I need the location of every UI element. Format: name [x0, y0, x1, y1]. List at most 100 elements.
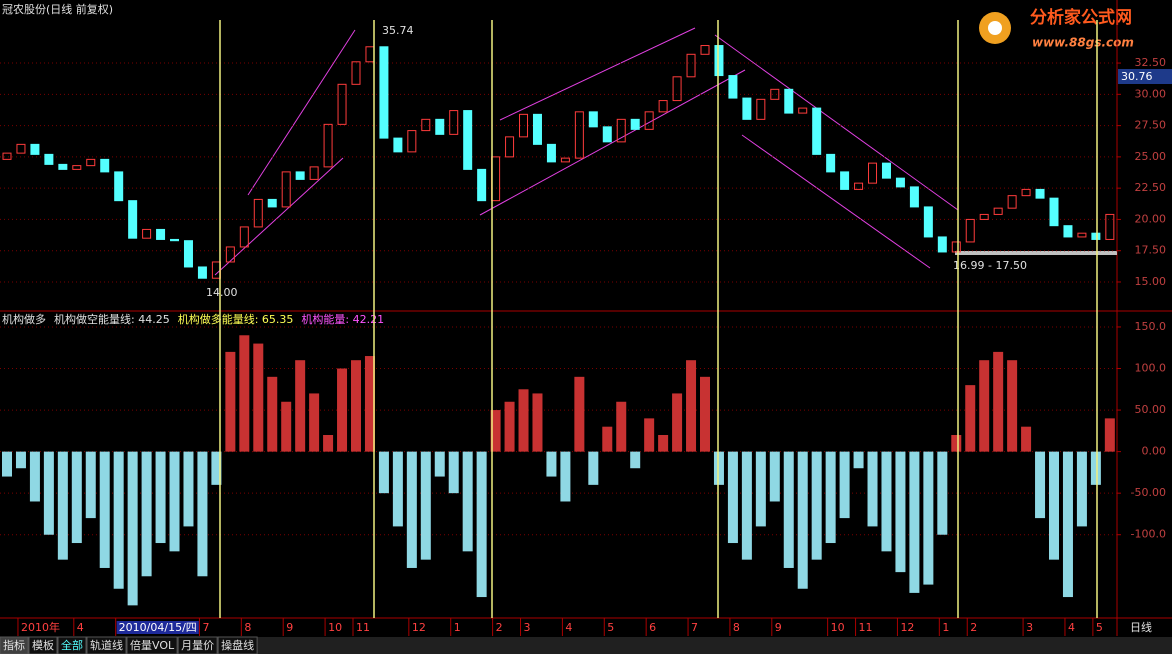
- range-bar: [955, 251, 1117, 255]
- bar: [546, 451, 557, 477]
- candle: [1021, 188, 1031, 197]
- candle: [881, 162, 891, 179]
- tab[interactable]: 轨道线: [86, 636, 127, 654]
- bar: [881, 451, 892, 552]
- y-tick-label: 22.50: [1135, 181, 1167, 194]
- x-tick-label: 3: [1026, 621, 1033, 634]
- bar: [351, 360, 361, 452]
- y-tick-label: -50.00: [1131, 486, 1166, 499]
- y-tick-label: -100.0: [1131, 528, 1166, 541]
- bar: [392, 451, 403, 527]
- tab-bar: [0, 637, 1172, 654]
- tab-bg: [0, 636, 29, 654]
- x-tick-label: 12: [412, 621, 426, 634]
- candle: [909, 186, 919, 208]
- last-price-box: [1118, 69, 1172, 84]
- candle: [784, 88, 794, 114]
- tab[interactable]: 操盘线: [217, 636, 258, 654]
- candle: [951, 241, 961, 253]
- tab-label: 指标: [3, 638, 25, 652]
- candle: [812, 107, 822, 155]
- candle: [546, 143, 556, 163]
- bar: [476, 451, 487, 598]
- tab[interactable]: 模板: [28, 636, 58, 654]
- bar: [113, 451, 124, 589]
- x-tick-label: 7: [691, 621, 698, 634]
- bar: [574, 376, 585, 452]
- trend-line: [479, 69, 746, 216]
- bar: [211, 451, 222, 485]
- candle: [128, 200, 138, 239]
- tab[interactable]: 全部: [57, 636, 87, 654]
- bar: [281, 401, 292, 452]
- tab-label: 全部: [61, 638, 83, 652]
- candle: [100, 158, 110, 173]
- bar: [993, 351, 1004, 452]
- bar: [406, 451, 417, 568]
- bar: [323, 434, 334, 452]
- trend-line: [247, 29, 356, 196]
- x-tick-label: 8: [244, 621, 251, 634]
- bar: [253, 343, 264, 452]
- candle: [477, 168, 487, 202]
- tab-bg: [217, 636, 258, 654]
- bar: [602, 426, 613, 452]
- candle: [1049, 197, 1059, 227]
- candle: [1077, 232, 1087, 238]
- tab-bg: [28, 636, 58, 654]
- tab-bg: [57, 636, 87, 654]
- x-tick-label: 12: [900, 621, 914, 634]
- candle: [560, 157, 570, 163]
- bar: [99, 451, 110, 568]
- candle: [351, 61, 361, 85]
- tab[interactable]: 指标: [0, 636, 29, 654]
- x-tick-label: 4: [1068, 621, 1075, 634]
- logo-name: 分析家公式网: [1030, 7, 1132, 28]
- trend-line: [741, 134, 931, 269]
- candle: [1007, 195, 1017, 209]
- bar: [183, 451, 194, 527]
- candle: [686, 53, 696, 78]
- x-tick-label: 11: [356, 621, 370, 634]
- bar: [965, 385, 976, 452]
- bar: [1035, 451, 1046, 519]
- bar: [378, 451, 389, 494]
- y-tick-label: 100.0: [1135, 362, 1167, 375]
- trend-line: [499, 27, 696, 121]
- tab-label: 倍量VOL: [130, 638, 175, 652]
- bar: [309, 393, 320, 452]
- bar: [979, 360, 990, 452]
- x-tick-label: 10: [831, 621, 845, 634]
- y-tick-label: 50.00: [1135, 403, 1167, 416]
- candle: [574, 111, 584, 159]
- bar: [727, 451, 738, 544]
- bar: [504, 401, 515, 452]
- candle: [393, 137, 403, 153]
- candle: [700, 45, 710, 55]
- candle: [1035, 188, 1045, 199]
- candle: [407, 130, 417, 153]
- candle: [183, 240, 193, 268]
- x-tick-label: 5: [607, 621, 614, 634]
- candle: [728, 75, 738, 99]
- candle: [840, 171, 850, 190]
- tab[interactable]: 倍量VOL: [126, 636, 178, 654]
- y-tick-label: 25.00: [1135, 150, 1167, 163]
- candle: [937, 236, 947, 253]
- y-tick-label: 32.50: [1135, 56, 1167, 69]
- candle: [1105, 213, 1115, 240]
- bar: [1090, 451, 1101, 485]
- bar: [127, 451, 138, 606]
- bar: [811, 451, 822, 560]
- tab[interactable]: 月量价: [177, 636, 218, 654]
- x-tick-label: 3: [524, 621, 531, 634]
- bar: [169, 451, 180, 552]
- candle: [923, 206, 933, 238]
- bar: [1104, 418, 1115, 452]
- bar: [71, 451, 82, 544]
- candle: [421, 118, 431, 132]
- x-tick-label: 1: [454, 621, 461, 634]
- legend-entry: 机构做多能量线: 65.35: [178, 312, 294, 326]
- x-tick-label: 10: [328, 621, 342, 634]
- candle: [267, 198, 277, 208]
